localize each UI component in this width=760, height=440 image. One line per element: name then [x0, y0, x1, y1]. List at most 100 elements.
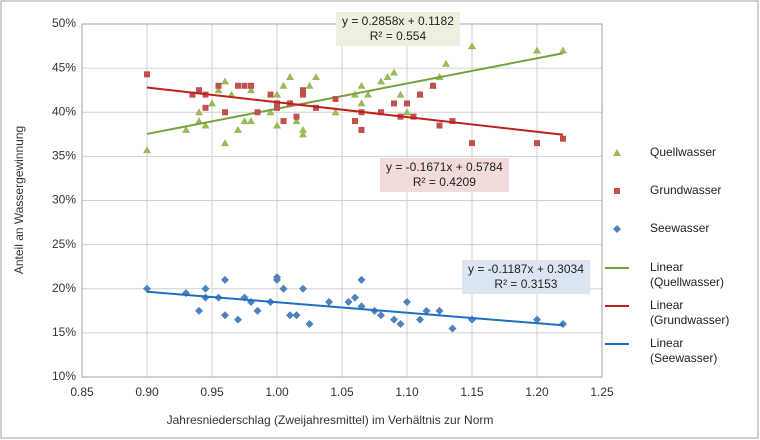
point	[196, 87, 202, 94]
legend-marker	[613, 225, 621, 233]
point	[435, 306, 444, 315]
point	[410, 113, 417, 120]
trendline-r2: R² = 0.4209	[412, 175, 476, 189]
point	[391, 100, 397, 107]
point	[313, 104, 319, 111]
point	[390, 315, 398, 324]
point	[234, 125, 242, 133]
point	[377, 77, 385, 85]
y-tick-label: 35%	[52, 149, 76, 163]
point	[143, 284, 151, 293]
point	[234, 315, 242, 324]
point	[325, 297, 333, 306]
legend-marker	[614, 188, 620, 194]
point	[247, 117, 255, 125]
legend-marker	[613, 149, 621, 156]
trendline-equation: y = -0.1187x + 0.3034	[468, 262, 584, 276]
point	[189, 91, 196, 98]
point	[403, 108, 411, 116]
point	[195, 306, 203, 315]
y-tick-label: 25%	[52, 237, 76, 251]
point	[331, 108, 340, 116]
point	[416, 315, 424, 324]
point	[305, 320, 314, 329]
point	[396, 90, 405, 98]
point	[312, 72, 320, 80]
point	[182, 125, 190, 133]
trendline-r2: R² = 0.554	[369, 29, 427, 43]
x-tick-label: 1.20	[525, 385, 549, 399]
point	[468, 42, 476, 50]
y-tick-label: 30%	[52, 193, 76, 207]
point	[377, 311, 385, 320]
point	[254, 109, 261, 116]
x-tick-label: 1.15	[460, 385, 484, 399]
trendline-label: y = -0.1187x + 0.3034 R² = 0.3153	[462, 260, 590, 294]
point	[299, 130, 307, 138]
point	[533, 315, 541, 324]
legend-label: Seewasser	[650, 221, 710, 235]
point	[358, 126, 365, 133]
x-axis-title: Jahresniederschlag (Zweijahresmittel) im…	[167, 413, 494, 427]
trendline	[146, 290, 564, 327]
x-tick-label: 1.00	[265, 385, 289, 399]
point	[299, 284, 307, 293]
point	[215, 82, 222, 89]
point	[378, 109, 384, 116]
point	[448, 324, 457, 333]
point	[351, 293, 359, 302]
point	[221, 311, 229, 320]
point	[422, 306, 431, 315]
point	[221, 139, 229, 147]
y-axis-title: Anteil an Wassergewinnung	[12, 126, 26, 274]
point	[417, 91, 423, 98]
point	[266, 108, 275, 116]
point	[222, 109, 228, 116]
point	[267, 91, 274, 98]
point	[292, 311, 301, 320]
y-tick-label: 50%	[52, 16, 76, 30]
trendline-equation: y = 0.2858x + 0.1182	[342, 14, 454, 28]
point	[248, 82, 254, 89]
trendline-label: y = -0.1671x + 0.5784 R² = 0.4209	[380, 158, 509, 192]
point	[279, 284, 288, 293]
point	[273, 90, 281, 98]
x-tick-label: 0.95	[200, 385, 224, 399]
point	[274, 104, 280, 111]
point	[221, 275, 229, 284]
trendline	[146, 86, 564, 136]
point	[299, 125, 307, 133]
point	[332, 96, 339, 103]
point	[364, 90, 372, 98]
point	[279, 81, 288, 89]
point	[240, 117, 249, 125]
y-tick-label: 45%	[52, 60, 76, 74]
point	[227, 90, 236, 98]
point	[442, 59, 450, 67]
legend-label: Linear (Grundwasser)	[650, 298, 730, 327]
point	[286, 311, 294, 320]
point	[357, 81, 366, 89]
point	[430, 82, 436, 89]
point	[300, 87, 306, 94]
x-tick-label: 0.85	[70, 385, 94, 399]
point	[404, 100, 410, 107]
x-tick-label: 1.25	[590, 385, 614, 399]
x-tick-label: 1.05	[330, 385, 354, 399]
legend-label: Linear (Quellwasser)	[650, 260, 725, 289]
point	[221, 77, 229, 85]
point	[436, 122, 443, 129]
point	[469, 140, 475, 147]
point	[280, 118, 287, 125]
trendline	[146, 52, 564, 135]
point	[357, 99, 366, 107]
point	[241, 82, 248, 89]
point	[293, 113, 300, 120]
point	[144, 71, 150, 78]
point	[208, 99, 216, 107]
point	[273, 275, 281, 284]
point	[201, 284, 210, 293]
point	[344, 297, 353, 306]
